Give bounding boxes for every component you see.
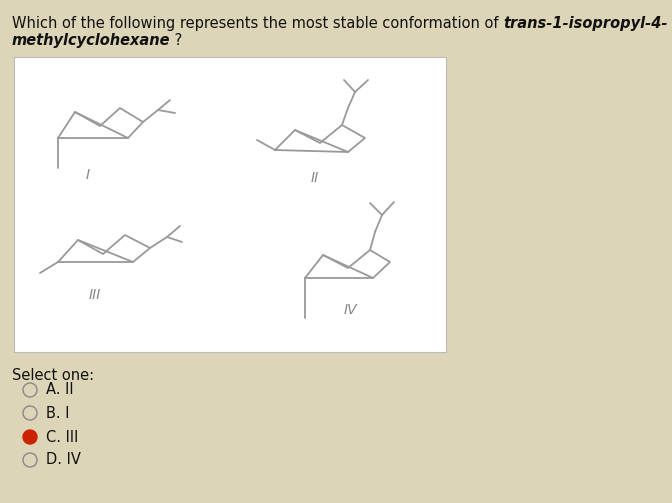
- Text: Which of the following represents the most stable conformation of: Which of the following represents the mo…: [12, 16, 503, 31]
- Text: D. IV: D. IV: [46, 453, 81, 467]
- Text: Select one:: Select one:: [12, 368, 94, 383]
- Text: trans-1-isopropyl-4-: trans-1-isopropyl-4-: [503, 16, 667, 31]
- Bar: [14, 57, 446, 352]
- Text: methylcyclohexane: methylcyclohexane: [12, 33, 171, 48]
- Text: ?: ?: [171, 33, 183, 48]
- Circle shape: [23, 430, 37, 444]
- Text: I: I: [86, 168, 90, 182]
- Text: C. III: C. III: [46, 430, 79, 445]
- Text: IV: IV: [343, 303, 357, 317]
- Text: III: III: [89, 288, 101, 302]
- Text: II: II: [311, 171, 319, 185]
- Text: A. II: A. II: [46, 382, 74, 397]
- Text: B. I: B. I: [46, 405, 69, 421]
